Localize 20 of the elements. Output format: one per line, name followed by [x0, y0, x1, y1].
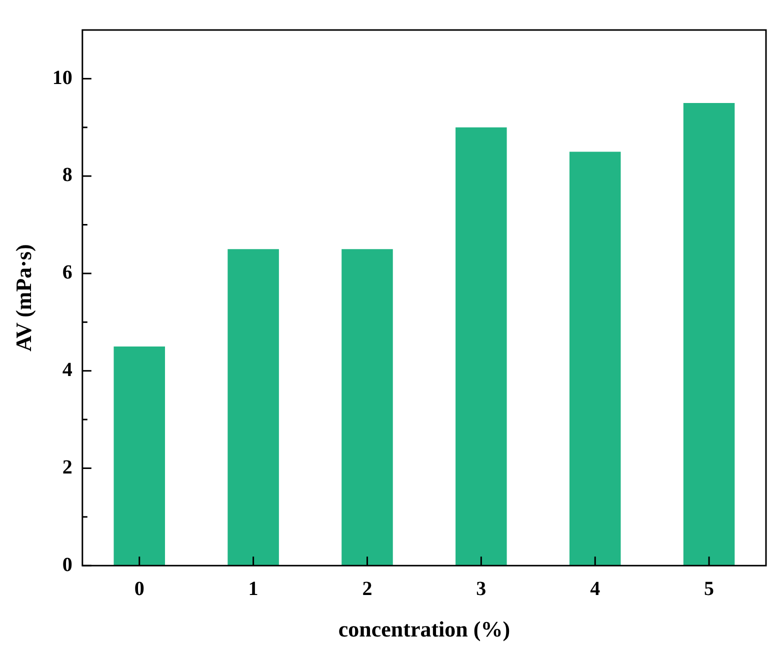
x-tick-label: 5	[704, 578, 714, 600]
bar	[342, 249, 393, 566]
bar	[569, 152, 621, 566]
y-tick-label: 0	[62, 554, 72, 576]
y-tick-label: 10	[52, 66, 72, 89]
bar	[683, 103, 735, 566]
bar	[228, 249, 279, 566]
y-tick-label: 6	[62, 262, 72, 284]
y-axis-title: AV (mPa·s)	[10, 244, 36, 352]
x-tick-label: 2	[362, 578, 372, 600]
y-tick-label: 4	[62, 359, 72, 382]
x-tick-label: 0	[134, 578, 144, 600]
y-tick-label: 2	[62, 456, 72, 478]
bar	[114, 346, 165, 566]
x-tick-label: 3	[476, 578, 486, 600]
x-tick-label: 1	[248, 578, 258, 600]
x-tick-label: 4	[590, 578, 600, 600]
y-tick-label: 8	[62, 164, 72, 186]
x-axis-title: concentration (%)	[338, 616, 510, 642]
bar	[456, 127, 507, 566]
